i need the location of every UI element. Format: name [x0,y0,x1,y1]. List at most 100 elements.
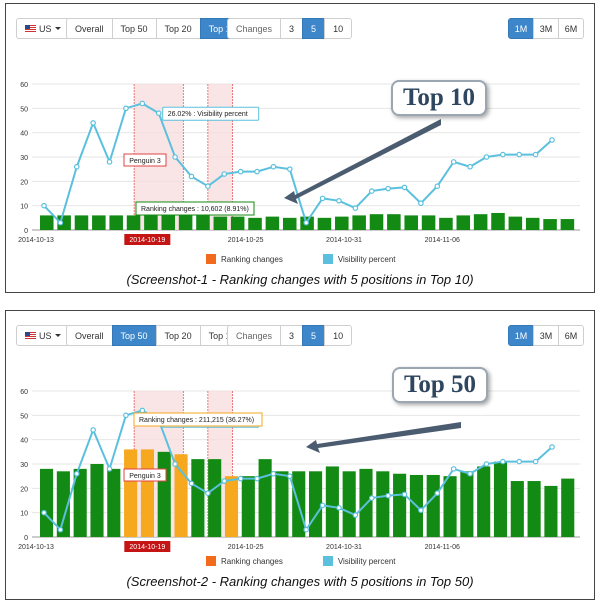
tab-top-50[interactable]: Top 50 [111,18,157,39]
bar [491,212,505,230]
period-option-6m[interactable]: 6M [558,325,584,346]
bar [460,471,474,537]
penguin-label: Penguin 3 [129,158,161,165]
line-point [123,105,129,112]
line-point [336,198,342,204]
highlight-date-badge [124,541,171,552]
x-tick-label: 2014-10-25 [228,237,264,244]
period-option-3m[interactable]: 3M [533,18,559,39]
tab-top-20[interactable]: Top 20 [155,325,201,346]
bar [275,471,289,537]
y-tick-label: 0 [24,228,28,235]
line-point [434,490,441,497]
x-tick-label: 2014-11-06 [425,544,460,551]
period-option-3m[interactable]: 3M [533,325,559,346]
bar [224,476,239,537]
bar [157,451,171,537]
bar [561,478,575,537]
changes-label: Changes [227,18,282,39]
changes-option-10[interactable]: 10 [324,325,353,346]
line-point [73,163,80,170]
bar [230,216,245,230]
period-option-1m[interactable]: 1M [508,18,534,39]
line-point [287,473,293,479]
tab-overall[interactable]: Overall [66,325,113,346]
line-point [467,163,473,170]
bar [352,215,366,230]
bar [265,216,280,230]
x-tick-label: 2014-10-13 [18,237,54,244]
legend-swatch [322,254,333,264]
country-group: US [16,325,70,346]
y-tick-label: 40 [20,438,28,445]
caption: (Screenshot-1 - Ranking changes with 5 p… [126,272,474,287]
changes-option-3[interactable]: 3 [280,325,304,346]
changes-option-5[interactable]: 5 [302,325,326,346]
bar [510,481,524,537]
line-point [450,159,457,165]
us-flag-icon [25,332,36,339]
y-tick-label: 0 [24,535,28,542]
y-tick-label: 60 [20,82,28,89]
x-tick-label: 2014-10-31 [326,237,362,244]
line-point [401,184,408,191]
legend: Ranking changes Visibility percent [206,254,395,264]
changes-option-5[interactable]: 5 [302,18,326,39]
line-point [516,458,523,465]
bar [560,219,575,230]
visibility-line [43,102,553,225]
period-option-1m[interactable]: 1M [508,325,534,346]
bar [140,449,154,537]
bar [456,215,471,230]
line-point [41,202,47,209]
line-point [303,219,309,226]
bar [191,459,205,537]
period-option-6m[interactable]: 6M [558,18,584,39]
country-label: US [39,23,52,34]
line-point [73,470,80,477]
legend-swatch [206,254,216,264]
line-point [385,185,391,192]
line-point [172,154,178,160]
line-point [368,188,375,194]
country-dropdown[interactable]: US [16,18,70,39]
changes-option-10[interactable]: 10 [324,18,353,39]
line-point [139,407,146,414]
line-point [172,461,178,467]
bar [126,215,141,230]
bar [56,471,70,537]
tab-top-50[interactable]: Top 50 [111,325,157,346]
line-point [532,151,539,158]
legend: Ranking changes Visibility percent [206,556,395,566]
bar [376,471,390,537]
pointer-arrow [306,422,461,453]
y-tick-label: 40 [20,131,28,138]
country-group: US [16,18,70,39]
line-point [500,458,506,465]
line-point [237,168,244,175]
changes-label: Changes [227,325,282,346]
country-dropdown[interactable]: US [16,325,70,346]
line-point [287,166,293,172]
bar [508,216,523,230]
tab-top-20[interactable]: Top 20 [155,18,201,39]
tab-overall[interactable]: Overall [66,18,113,39]
bar [543,219,557,230]
tooltip-ranking-text: Ranking changes : 211,215 (36.27%) [139,417,254,424]
changes-option-3[interactable]: 3 [280,18,304,39]
line-point [205,183,211,190]
changes-group: Changes 3 5 10 [227,18,353,39]
penguin-label: Penguin 3 [129,473,161,480]
chart-panel-top50: US Overall Top 50 Top 20 Top 10 Changes 3 5 10 1M… [5,310,595,600]
bar [387,214,401,230]
x-tick-label: 2014-10-19 [129,237,165,244]
bar [325,466,339,537]
line-point [483,154,490,160]
tooltip-ranking [133,412,263,427]
line-point [237,475,244,482]
bar [317,217,332,230]
penguin-flag [123,468,167,482]
bar [40,468,54,537]
toolbar: US Overall Top 50 Top 20 Top 10 Changes 3 5 10 1M… [16,18,584,40]
bar [421,215,436,230]
